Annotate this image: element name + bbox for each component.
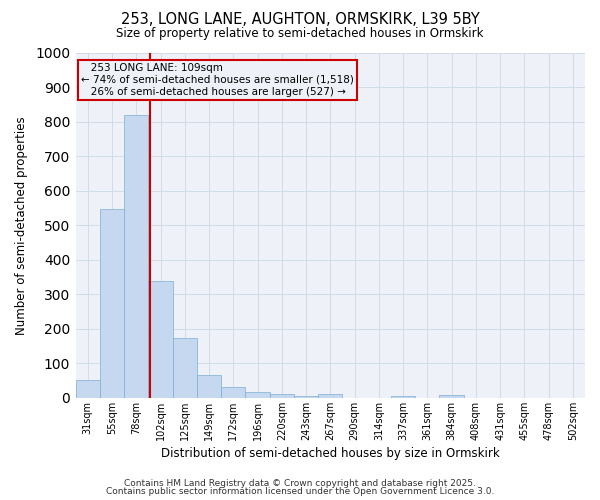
Bar	[76, 380, 100, 398]
Bar	[294, 396, 318, 398]
Text: Contains HM Land Registry data © Crown copyright and database right 2025.: Contains HM Land Registry data © Crown c…	[124, 478, 476, 488]
Bar	[269, 394, 294, 398]
Bar	[245, 392, 269, 398]
Bar	[318, 394, 343, 398]
X-axis label: Distribution of semi-detached houses by size in Ormskirk: Distribution of semi-detached houses by …	[161, 447, 500, 460]
Text: Size of property relative to semi-detached houses in Ormskirk: Size of property relative to semi-detach…	[116, 28, 484, 40]
Bar	[391, 396, 415, 398]
Y-axis label: Number of semi-detached properties: Number of semi-detached properties	[15, 116, 28, 335]
Bar	[173, 338, 197, 398]
Bar	[197, 376, 221, 398]
Text: 253 LONG LANE: 109sqm
← 74% of semi-detached houses are smaller (1,518)
   26% o: 253 LONG LANE: 109sqm ← 74% of semi-deta…	[81, 64, 353, 96]
Bar	[100, 209, 124, 398]
Bar	[439, 396, 464, 398]
Bar	[124, 115, 148, 398]
Bar	[148, 280, 173, 398]
Bar	[221, 387, 245, 398]
Text: Contains public sector information licensed under the Open Government Licence 3.: Contains public sector information licen…	[106, 487, 494, 496]
Text: 253, LONG LANE, AUGHTON, ORMSKIRK, L39 5BY: 253, LONG LANE, AUGHTON, ORMSKIRK, L39 5…	[121, 12, 479, 28]
